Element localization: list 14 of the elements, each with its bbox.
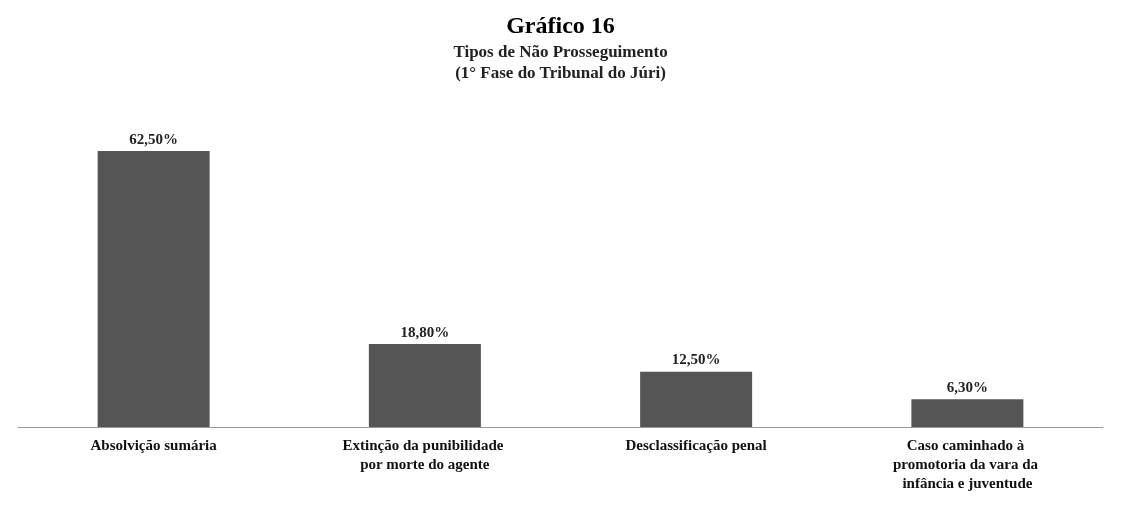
x-tick-label: Desclassificação penal (625, 436, 767, 453)
data-label: 18,80% (400, 323, 450, 340)
bar (640, 371, 753, 427)
data-label: 6,30% (946, 378, 988, 395)
bar (97, 151, 210, 427)
x-tick-label: Absolvição sumária (90, 436, 218, 453)
chart-subtitle: Tipos de Não Prosseguimento (1° Fase do Tribunal do Júri) (453, 42, 668, 82)
bar (911, 399, 1024, 427)
data-label: 12,50% (671, 351, 721, 368)
chart-title: Gráfico 16 (506, 12, 615, 38)
bar (368, 344, 481, 427)
data-label: 62,50% (129, 130, 178, 147)
x-tick-label: Extinção da punibilidade por morte do agente (342, 436, 508, 472)
x-tick-label: Caso caminhado à promotoria da vara da infância e juventude (892, 436, 1042, 491)
